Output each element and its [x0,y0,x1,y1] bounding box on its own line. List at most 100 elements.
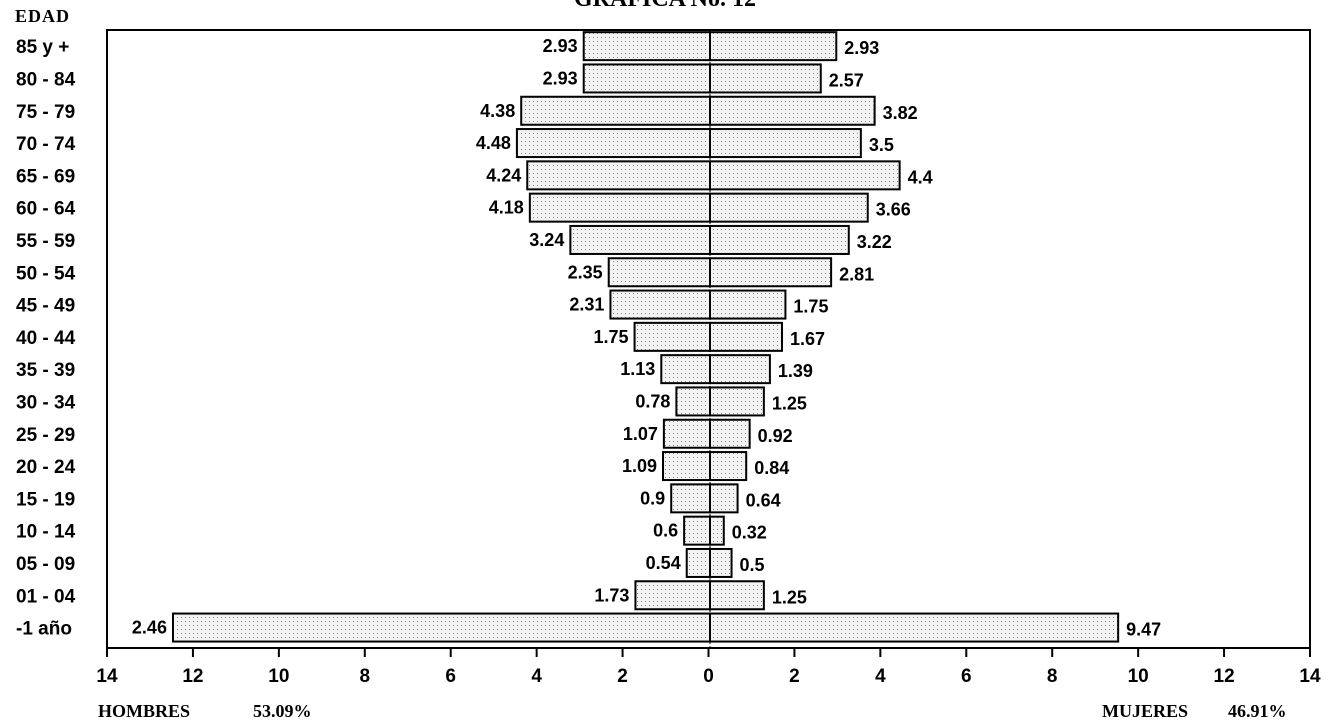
age-label: 80 - 84 [16,69,76,90]
age-axis-label: EDAD [15,6,70,26]
x-tick-label: 6 [445,666,456,687]
value-label-mujeres: 3.5 [869,135,894,155]
bar-hombres [582,31,711,62]
bar-mujeres [709,224,850,255]
bar-hombres [526,160,711,191]
x-tick-label: 8 [359,666,370,687]
bar-hombres [660,354,711,385]
age-label: 10 - 14 [16,522,76,543]
value-label-mujeres: 3.82 [883,103,918,123]
bar-mujeres [709,483,739,514]
bar-mujeres [709,354,771,385]
x-tick-label: 12 [182,666,203,687]
value-label-hombres: 4.24 [486,165,521,185]
x-tick-label: 12 [1214,666,1235,687]
bar-hombres [675,386,712,417]
value-label-hombres: 4.48 [476,133,511,153]
value-label-mujeres: 1.25 [772,393,807,413]
bar-hombres [515,128,711,159]
age-label: 65 - 69 [16,166,75,187]
value-label-mujeres: 9.47 [1126,620,1161,640]
bar-mujeres [709,612,1120,643]
age-label: 55 - 59 [16,231,75,252]
bar-hombres [582,63,711,94]
value-label-mujeres: 1.67 [790,329,825,349]
value-label-hombres: 2.46 [132,618,167,638]
value-label-mujeres: 4.4 [908,167,933,187]
value-label-hombres: 2.93 [543,36,578,56]
x-tick-label: 8 [1047,666,1058,687]
value-label-hombres: 1.75 [594,327,629,347]
value-label-hombres: 0.9 [640,488,665,508]
value-label-hombres: 0.78 [635,391,670,411]
bar-mujeres [709,128,862,159]
age-label: 25 - 29 [16,425,75,446]
age-label: 01 - 04 [16,586,76,607]
bar-mujeres [709,580,765,611]
age-label: 20 - 24 [16,457,76,478]
value-label-hombres: 1.73 [594,585,629,605]
bar-mujeres [709,192,869,223]
age-label: -1 año [16,619,72,640]
x-tick-label: 6 [961,666,972,687]
value-label-mujeres: 3.22 [857,232,892,252]
value-label-hombres: 1.07 [623,424,658,444]
value-label-mujeres: 0.64 [746,490,781,510]
bar-mujeres [709,289,787,320]
x-tick-label: 14 [96,666,118,687]
age-label: 70 - 74 [16,134,76,155]
bar-hombres [683,515,712,546]
bar-hombres [569,224,712,255]
value-label-hombres: 2.35 [568,262,603,282]
value-label-mujeres: 3.66 [876,200,911,220]
value-label-hombres: 4.18 [489,198,524,218]
age-label: 40 - 44 [16,328,76,349]
x-tick-label: 14 [1299,666,1321,687]
x-tick-label: 10 [268,666,289,687]
age-label: 50 - 54 [16,263,76,284]
value-label-hombres: 2.93 [543,68,578,88]
value-label-mujeres: 0.32 [732,523,767,543]
bar-mujeres [709,257,833,288]
value-label-mujeres: 2.81 [839,264,874,284]
value-label-mujeres: 1.39 [778,361,813,381]
x-tick-label: 2 [617,666,628,687]
value-label-hombres: 0.54 [646,553,681,573]
bar-hombres [607,257,712,288]
x-tick-label: 4 [531,666,542,687]
x-tick-label: 2 [789,666,800,687]
value-label-mujeres: 0.84 [754,458,789,478]
bar-mujeres [709,515,725,546]
value-label-mujeres: 0.92 [758,426,793,446]
value-label-hombres: 2.31 [569,295,604,315]
value-label-mujeres: 1.25 [772,587,807,607]
bar-mujeres [709,547,733,578]
bar-mujeres [709,451,748,482]
bar-mujeres [709,386,765,417]
bar-hombres [609,289,712,320]
bar-hombres [662,451,711,482]
bar-hombres [633,321,712,352]
bar-mujeres [709,418,751,449]
value-label-mujeres: 1.75 [793,297,828,317]
age-label: 05 - 09 [16,554,75,575]
age-label: 85 y + [16,37,69,58]
age-label: 45 - 49 [16,296,75,317]
bar-mujeres [709,321,783,352]
bar-mujeres [709,95,876,126]
value-label-hombres: 4.38 [480,101,515,121]
x-tick-label: 4 [875,666,886,687]
value-label-hombres: 3.24 [529,230,564,250]
value-label-mujeres: 2.93 [844,38,879,58]
hombres-label: HOMBRES [98,701,190,721]
value-label-mujeres: 0.5 [740,555,765,575]
bar-hombres [528,192,711,223]
bar-hombres [670,483,712,514]
bar-hombres [685,547,712,578]
value-label-mujeres: 2.57 [829,70,864,90]
mujeres-total: 46.91% [1228,701,1287,721]
bar-hombres [520,95,711,126]
bar-mujeres [709,160,901,191]
x-tick-label: 10 [1128,666,1149,687]
